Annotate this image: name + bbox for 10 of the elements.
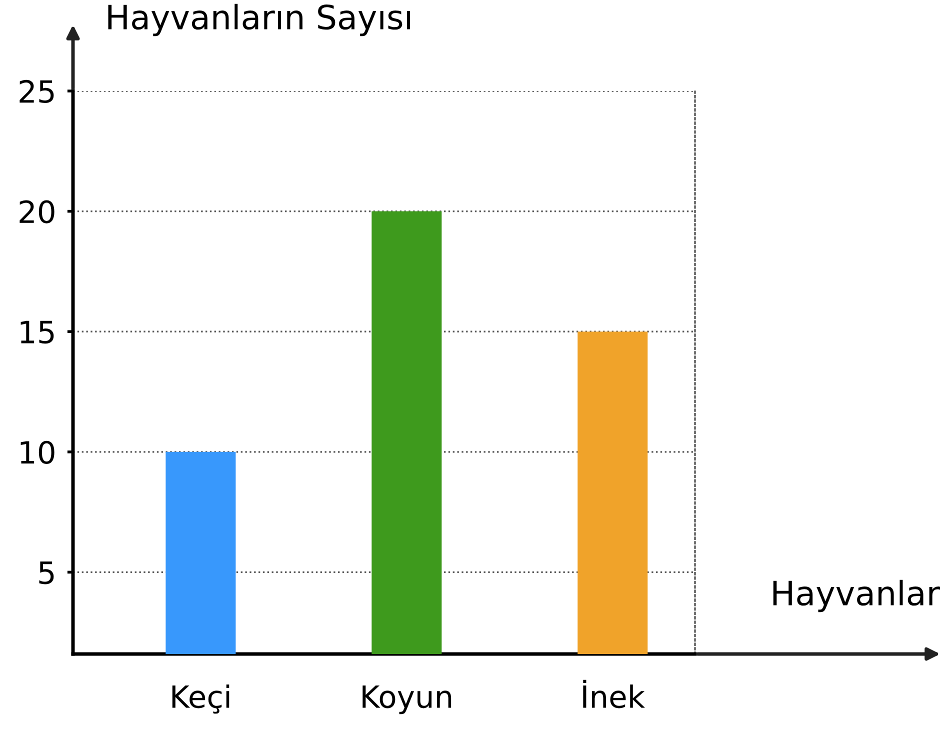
y-tick-label: 5: [39, 562, 54, 584]
y-tick-label: 20: [20, 200, 54, 224]
x-axis-title: Hayvanlar: [773, 580, 940, 612]
x-tick-label: Keçi: [172, 684, 230, 714]
y-tick-label: 25: [20, 80, 54, 104]
y-axis-title: Hayvanların Sayısı: [108, 4, 410, 36]
x-tick-label: Koyun: [362, 685, 452, 714]
x-tick-label: İnek: [583, 680, 645, 708]
y-tick-label: 15: [20, 320, 54, 344]
y-tick-label: 10: [20, 440, 54, 464]
